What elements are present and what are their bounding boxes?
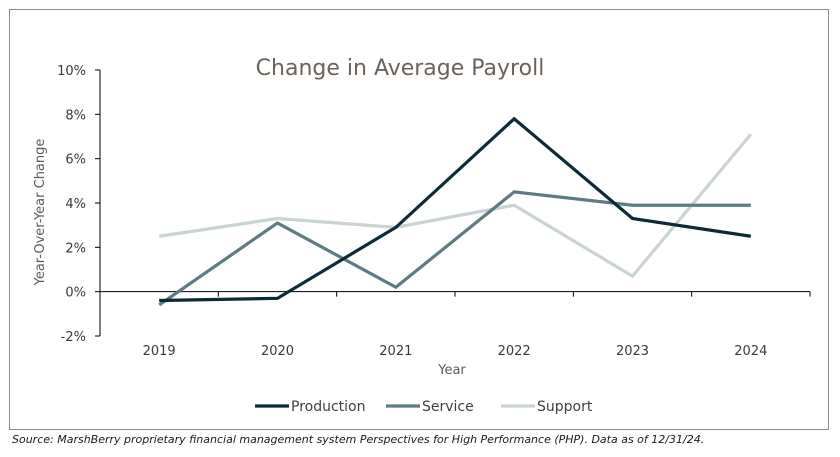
x-tick-label: 2024 [734, 344, 767, 359]
y-tick-label: 6% [65, 153, 86, 168]
y-tick-label: 0% [65, 286, 86, 301]
x-tick-label: 2019 [143, 344, 176, 359]
series-line-production [159, 116, 752, 303]
x-tick-label: 2021 [379, 344, 412, 359]
y-tick-label: 10% [57, 64, 86, 79]
chart-title: Change in Average Payroll [256, 56, 545, 81]
y-tick-label: 4% [65, 197, 86, 212]
legend: Production Service Support [255, 399, 593, 415]
legend-label-service: Service [422, 399, 474, 415]
x-tick-label: 2023 [616, 344, 649, 359]
x-tick-label: 2020 [261, 344, 294, 359]
line-chart: Change in Average Payroll Year-Over-Year… [33, 56, 811, 415]
x-tick-label: 2022 [498, 344, 531, 359]
source-note: Source: MarshBerry proprietary financial… [12, 433, 705, 446]
legend-label-support: Support [537, 399, 593, 415]
series-line-service [158, 190, 751, 307]
series-layer [158, 116, 753, 307]
y-tick-label: -2% [61, 330, 86, 345]
y-tick-label: 2% [65, 241, 86, 256]
axes: 10% 8% 6% 4% 2% 0% -2% 2019 2020 2021 2022 2023 2024 [57, 64, 811, 359]
y-axis-title: Year-Over-Year Change [33, 139, 48, 287]
chart-frame: Change in Average Payroll Year-Over-Year… [9, 9, 829, 430]
legend-label-production: Production [291, 399, 365, 415]
series-line-support [158, 133, 753, 279]
x-axis-title: Year [437, 363, 466, 378]
y-tick-label: 8% [65, 108, 86, 123]
